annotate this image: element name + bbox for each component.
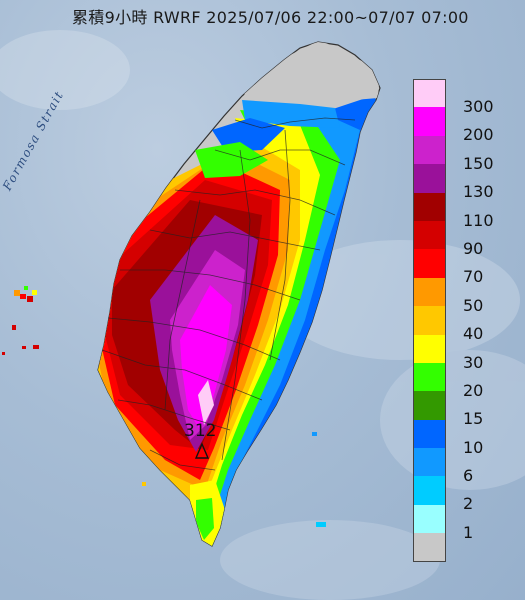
legend-swatch [413, 164, 446, 193]
legend-swatch [413, 362, 446, 392]
legend-swatch [413, 306, 446, 335]
legend-row: 30 [413, 334, 518, 372]
legend-swatch [413, 192, 446, 221]
rainfall-legend: 300 200 150 130 110 90 70 50 40 30 20 15 10 6 2 1 [413, 79, 518, 562]
legend-label: 15 [463, 409, 484, 429]
legend-label: 10 [463, 437, 484, 457]
max-rainfall-label: 312 [184, 421, 217, 441]
legend-label: 110 [463, 210, 494, 230]
legend-label: 300 [463, 97, 494, 116]
legend-swatch [413, 249, 446, 278]
legend-swatch [413, 504, 446, 534]
legend-row [413, 533, 518, 562]
legend-label: 150 [463, 153, 494, 173]
legend-row: 300 [413, 79, 518, 116]
legend-label: 20 [463, 380, 484, 400]
legend-label: 2 [463, 494, 474, 514]
legend-row: 110 [413, 192, 518, 230]
map-title: 累積9小時 RWRF 2025/07/06 22:00~07/07 07:00 [72, 8, 469, 27]
legend-label: 70 [463, 267, 484, 287]
legend-row: 130 [413, 164, 518, 201]
legend-label: 1 [463, 522, 474, 542]
legend-row: 10 [413, 419, 518, 457]
county-boundaries [101, 117, 356, 471]
legend-swatch [413, 334, 446, 363]
legend-label: 50 [463, 295, 484, 315]
legend-swatch [413, 107, 446, 136]
legend-swatch [413, 476, 446, 505]
legend-label: 90 [463, 238, 484, 258]
legend-swatch [413, 277, 446, 307]
legend-swatch [413, 448, 446, 477]
legend-swatch [413, 79, 446, 108]
legend-label: 200 [463, 125, 494, 145]
legend-label: 40 [463, 324, 484, 344]
legend-row: 200 [413, 107, 518, 144]
legend-row: 2 [413, 476, 518, 513]
rainfall-bands [98, 42, 380, 546]
legend-row: 40 [413, 306, 518, 343]
legend-row: 15 [413, 391, 518, 428]
legend-swatch [413, 391, 446, 420]
legend-row: 70 [413, 249, 518, 286]
penghu-echoes [2, 286, 326, 527]
max-marker-icon [194, 442, 210, 459]
legend-label: 30 [463, 352, 484, 372]
legend-swatch [413, 220, 446, 250]
legend-row: 1 [413, 504, 518, 542]
legend-row: 150 [413, 135, 518, 173]
legend-row: 90 [413, 220, 518, 258]
legend-swatch [413, 419, 446, 449]
legend-swatch [413, 135, 446, 165]
legend-label: 6 [463, 466, 474, 486]
legend-row: 6 [413, 448, 518, 485]
legend-label: 130 [463, 182, 494, 202]
legend-row: 50 [413, 277, 518, 315]
legend-swatch [413, 533, 446, 562]
legend-row: 20 [413, 362, 518, 400]
